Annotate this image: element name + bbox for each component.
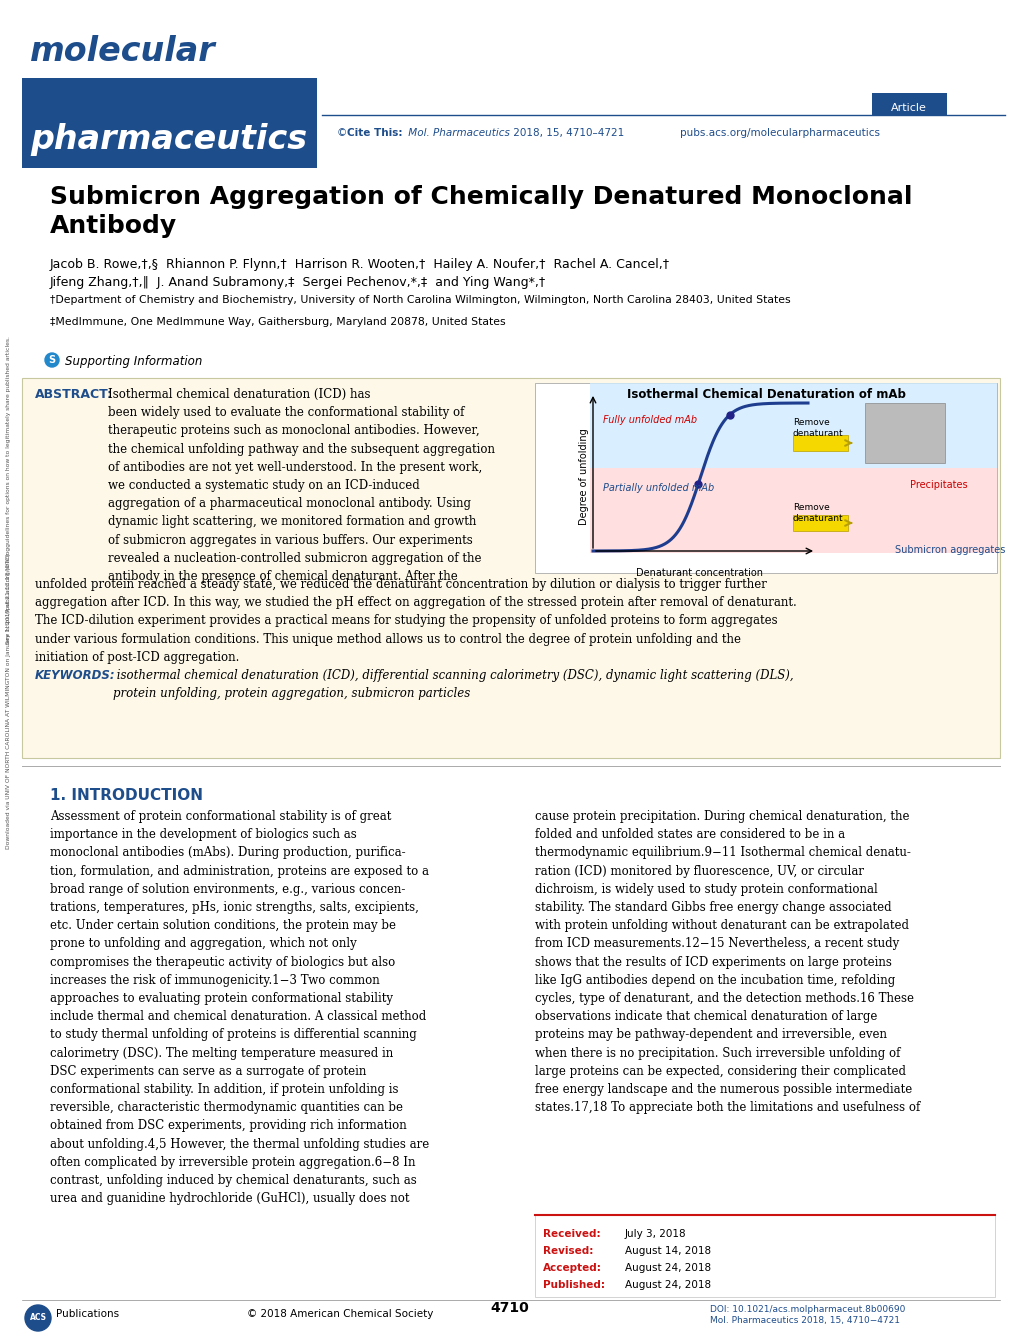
Text: Supporting Information: Supporting Information bbox=[65, 355, 202, 368]
Text: Mol. Pharmaceutics: Mol. Pharmaceutics bbox=[405, 128, 510, 137]
Text: Fully unfolded mAb: Fully unfolded mAb bbox=[602, 415, 696, 426]
Text: 1. INTRODUCTION: 1. INTRODUCTION bbox=[50, 788, 203, 803]
Text: See https://pubs.acs.org/sharingguidelines for options on how to legitimately sh: See https://pubs.acs.org/sharingguidelin… bbox=[6, 336, 11, 644]
Text: Isothermal chemical denaturation (ICD) has
been widely used to evaluate the conf: Isothermal chemical denaturation (ICD) h… bbox=[108, 388, 494, 583]
Text: ©: © bbox=[336, 128, 351, 137]
Bar bbox=[22, 378, 999, 758]
Text: Jacob B. Rowe,†,§  Rhiannon P. Flynn,†  Harrison R. Wooten,†  Hailey A. Noufer,†: Jacob B. Rowe,†,§ Rhiannon P. Flynn,† Ha… bbox=[50, 257, 669, 271]
Text: 2018, 15, 4710–4721: 2018, 15, 4710–4721 bbox=[510, 128, 624, 137]
FancyBboxPatch shape bbox=[792, 515, 847, 531]
Text: Mol. Pharmaceutics 2018, 15, 4710−4721: Mol. Pharmaceutics 2018, 15, 4710−4721 bbox=[709, 1317, 899, 1325]
Text: August 24, 2018: August 24, 2018 bbox=[625, 1263, 710, 1273]
Text: Jifeng Zhang,†,‖  J. Anand Subramony,‡  Sergei Pechenov,*,‡  and Ying Wang*,†: Jifeng Zhang,†,‖ J. Anand Subramony,‡ Se… bbox=[50, 276, 546, 289]
Bar bbox=[871, 93, 946, 115]
Bar bbox=[864, 403, 944, 463]
Text: Precipitates: Precipitates bbox=[909, 480, 967, 490]
Text: August 14, 2018: August 14, 2018 bbox=[625, 1246, 710, 1257]
Text: DOI: 10.1021/acs.molpharmaceut.8b00690: DOI: 10.1021/acs.molpharmaceut.8b00690 bbox=[709, 1305, 905, 1314]
Text: Submicron Aggregation of Chemically Denatured Monoclonal
Antibody: Submicron Aggregation of Chemically Dena… bbox=[50, 185, 912, 237]
Text: © 2018 American Chemical Society: © 2018 American Chemical Society bbox=[247, 1309, 433, 1319]
Text: 4710: 4710 bbox=[490, 1301, 529, 1315]
Text: Isothermal Chemical Denaturation of mAb: Isothermal Chemical Denaturation of mAb bbox=[626, 388, 905, 402]
Text: Received:: Received: bbox=[542, 1229, 600, 1239]
Text: Article: Article bbox=[891, 103, 926, 113]
Text: Cite This:: Cite This: bbox=[346, 128, 403, 137]
Circle shape bbox=[45, 354, 59, 367]
Text: KEYWORDS:: KEYWORDS: bbox=[35, 668, 115, 682]
Text: July 3, 2018: July 3, 2018 bbox=[625, 1229, 686, 1239]
Text: pharmaceutics: pharmaceutics bbox=[30, 123, 307, 156]
Text: August 24, 2018: August 24, 2018 bbox=[625, 1281, 710, 1290]
Text: Partially unfolded mAb: Partially unfolded mAb bbox=[602, 483, 713, 494]
FancyBboxPatch shape bbox=[792, 435, 847, 451]
Text: ‡MedImmune, One MedImmune Way, Gaithersburg, Maryland 20878, United States: ‡MedImmune, One MedImmune Way, Gaithersb… bbox=[50, 317, 505, 327]
Bar bbox=[589, 383, 996, 468]
Text: Publications: Publications bbox=[56, 1309, 119, 1319]
Text: Revised:: Revised: bbox=[542, 1246, 593, 1257]
Circle shape bbox=[25, 1305, 51, 1331]
Text: ACS: ACS bbox=[30, 1314, 47, 1322]
Text: cause protein precipitation. During chemical denaturation, the
folded and unfold: cause protein precipitation. During chem… bbox=[535, 810, 919, 1114]
Text: pubs.acs.org/molecularpharmaceutics: pubs.acs.org/molecularpharmaceutics bbox=[680, 128, 879, 137]
Text: Remove
denaturant: Remove denaturant bbox=[792, 418, 843, 438]
Bar bbox=[589, 468, 996, 554]
Text: unfolded protein reached a steady state, we reduced the denaturant concentration: unfolded protein reached a steady state,… bbox=[35, 578, 796, 664]
Text: molecular: molecular bbox=[30, 35, 216, 68]
Text: isothermal chemical denaturation (ICD), differential scanning calorimetry (DSC),: isothermal chemical denaturation (ICD), … bbox=[113, 668, 793, 699]
Text: Submicron aggregates: Submicron aggregates bbox=[894, 546, 1005, 555]
Text: S: S bbox=[48, 355, 55, 366]
Text: Assessment of protein conformational stability is of great
importance in the dev: Assessment of protein conformational sta… bbox=[50, 810, 429, 1205]
Text: Published:: Published: bbox=[542, 1281, 604, 1290]
Text: Degree of unfolding: Degree of unfolding bbox=[579, 428, 588, 526]
Text: Denaturant concentration: Denaturant concentration bbox=[636, 568, 763, 578]
Text: †Department of Chemistry and Biochemistry, University of North Carolina Wilmingt: †Department of Chemistry and Biochemistr… bbox=[50, 295, 790, 305]
Text: Remove
denaturant: Remove denaturant bbox=[792, 503, 843, 523]
Bar bbox=[22, 77, 317, 168]
Text: Accepted:: Accepted: bbox=[542, 1263, 601, 1273]
Bar bbox=[535, 383, 996, 574]
Bar bbox=[535, 1215, 994, 1297]
Text: Downloaded via UNIV OF NORTH CAROLINA AT WILMINGTON on January 1, 2019 at 21:13:: Downloaded via UNIV OF NORTH CAROLINA AT… bbox=[6, 551, 11, 848]
Text: ABSTRACT:: ABSTRACT: bbox=[35, 388, 113, 402]
